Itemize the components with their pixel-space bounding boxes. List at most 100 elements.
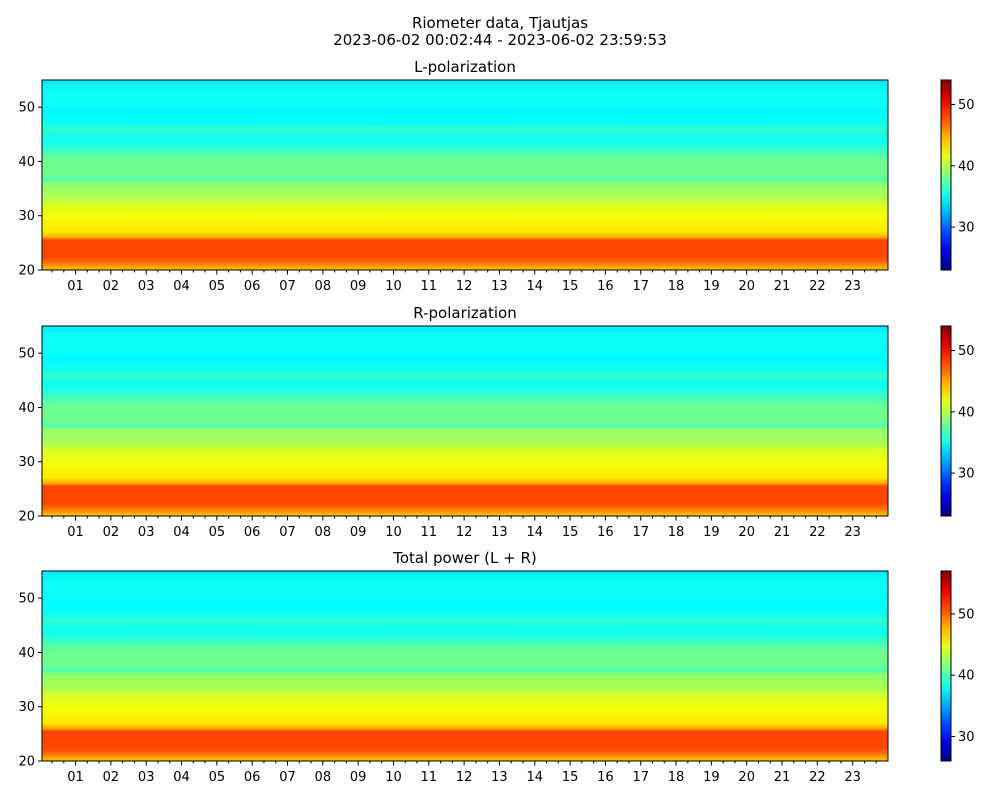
x-tick-label: 01 (67, 279, 84, 294)
heatmap-panel: R-polarization 20 30 40 50 01 02 03 04 05 06 07 08 09… (18, 304, 974, 540)
x-tick-label: 11 (421, 525, 438, 540)
x-tick-label: 10 (385, 279, 402, 294)
x-tick-label: 08 (315, 279, 332, 294)
x-tick-label: 15 (562, 525, 579, 540)
x-tick-label: 21 (774, 770, 791, 785)
x-tick-label: 13 (491, 279, 508, 294)
y-tick-label: 20 (18, 510, 35, 525)
x-tick-label: 02 (103, 279, 120, 294)
x-tick-label: 17 (632, 525, 649, 540)
x-tick-label: 19 (703, 525, 720, 540)
x-tick-label: 01 (67, 525, 84, 540)
heatmap-panel: L-polarization 20 30 40 50 01 02 03 04 05 06 07 08 09… (18, 58, 974, 294)
colorbar-tick-label: 40 (958, 669, 975, 684)
x-tick-label: 18 (668, 525, 685, 540)
x-tick-label: 18 (668, 279, 685, 294)
x-tick-label: 07 (279, 770, 296, 785)
x-tick-label: 05 (209, 279, 226, 294)
x-tick-label: 20 (738, 525, 755, 540)
x-tick-label: 23 (844, 770, 861, 785)
x-tick-label: 07 (279, 279, 296, 294)
colorbar-tick-label: 30 (958, 467, 975, 482)
figure-suptitle-line1: Riometer data, Tjautjas (412, 14, 588, 32)
x-tick-label: 15 (562, 279, 579, 294)
x-tick-label: 22 (809, 525, 826, 540)
x-tick-label: 23 (844, 279, 861, 294)
heatmap-field (42, 80, 888, 270)
x-tick-label: 10 (385, 525, 402, 540)
x-tick-label: 05 (209, 525, 226, 540)
y-tick-label: 30 (18, 209, 35, 224)
y-tick-label: 40 (18, 155, 35, 170)
colorbar (940, 570, 952, 762)
x-tick-label: 14 (526, 770, 543, 785)
x-tick-label: 15 (562, 770, 579, 785)
x-tick-label: 14 (526, 279, 543, 294)
colorbar (940, 325, 952, 517)
x-tick-label: 19 (703, 770, 720, 785)
x-tick-label: 06 (244, 770, 261, 785)
x-tick-label: 08 (315, 770, 332, 785)
x-tick-label: 20 (738, 279, 755, 294)
x-tick-label: 02 (103, 525, 120, 540)
axes-frame (41, 79, 889, 271)
x-tick-label: 22 (809, 279, 826, 294)
x-tick-label: 06 (244, 279, 261, 294)
axes-frame (41, 325, 889, 517)
x-tick-label: 06 (244, 525, 261, 540)
x-tick-label: 05 (209, 770, 226, 785)
x-tick-label: 04 (173, 525, 190, 540)
x-tick-label: 09 (350, 525, 367, 540)
x-tick-label: 02 (103, 770, 120, 785)
colorbar-tick-label: 30 (958, 221, 975, 236)
x-tick-label: 01 (67, 770, 84, 785)
y-tick-label: 50 (18, 592, 35, 607)
colorbar-tick-label: 40 (958, 159, 975, 174)
x-tick-label: 17 (632, 770, 649, 785)
panel-title: L-polarization (414, 58, 516, 76)
x-tick-label: 09 (350, 770, 367, 785)
y-tick-label: 40 (18, 646, 35, 661)
x-tick-label: 17 (632, 279, 649, 294)
x-tick-label: 04 (173, 770, 190, 785)
x-tick-label: 07 (279, 525, 296, 540)
x-tick-label: 13 (491, 525, 508, 540)
x-tick-label: 14 (526, 525, 543, 540)
y-tick-label: 50 (18, 347, 35, 362)
x-tick-label: 13 (491, 770, 508, 785)
colorbar-tick-label: 30 (958, 730, 975, 745)
heatmap-field (42, 571, 888, 761)
x-tick-label: 08 (315, 525, 332, 540)
colorbar-tick-label: 50 (958, 98, 975, 113)
x-tick-label: 16 (597, 279, 614, 294)
heatmap-panel: Total power (L + R) 20 30 40 50 01 02 03 04 05 06 0… (18, 549, 974, 785)
x-tick-label: 09 (350, 279, 367, 294)
colorbar (940, 79, 952, 271)
x-tick-label: 22 (809, 770, 826, 785)
colorbar-tick-label: 50 (958, 607, 975, 622)
x-tick-label: 12 (456, 525, 473, 540)
x-tick-label: 11 (421, 279, 438, 294)
x-tick-label: 04 (173, 279, 190, 294)
panel-title: R-polarization (413, 304, 516, 322)
panel-title: Total power (L + R) (392, 549, 537, 567)
x-tick-label: 18 (668, 770, 685, 785)
colorbar-tick-label: 50 (958, 344, 975, 359)
x-tick-label: 19 (703, 279, 720, 294)
x-tick-label: 21 (774, 525, 791, 540)
axes-frame (41, 570, 889, 762)
x-tick-label: 12 (456, 279, 473, 294)
figure-suptitle-line2: 2023-06-02 00:02:44 - 2023-06-02 23:59:5… (333, 31, 667, 49)
x-tick-label: 21 (774, 279, 791, 294)
x-tick-label: 03 (138, 279, 155, 294)
x-tick-label: 11 (421, 770, 438, 785)
x-tick-label: 23 (844, 525, 861, 540)
y-tick-label: 40 (18, 401, 35, 416)
y-tick-label: 50 (18, 101, 35, 116)
x-tick-label: 16 (597, 525, 614, 540)
x-tick-label: 03 (138, 770, 155, 785)
x-tick-label: 20 (738, 770, 755, 785)
y-tick-label: 30 (18, 455, 35, 470)
